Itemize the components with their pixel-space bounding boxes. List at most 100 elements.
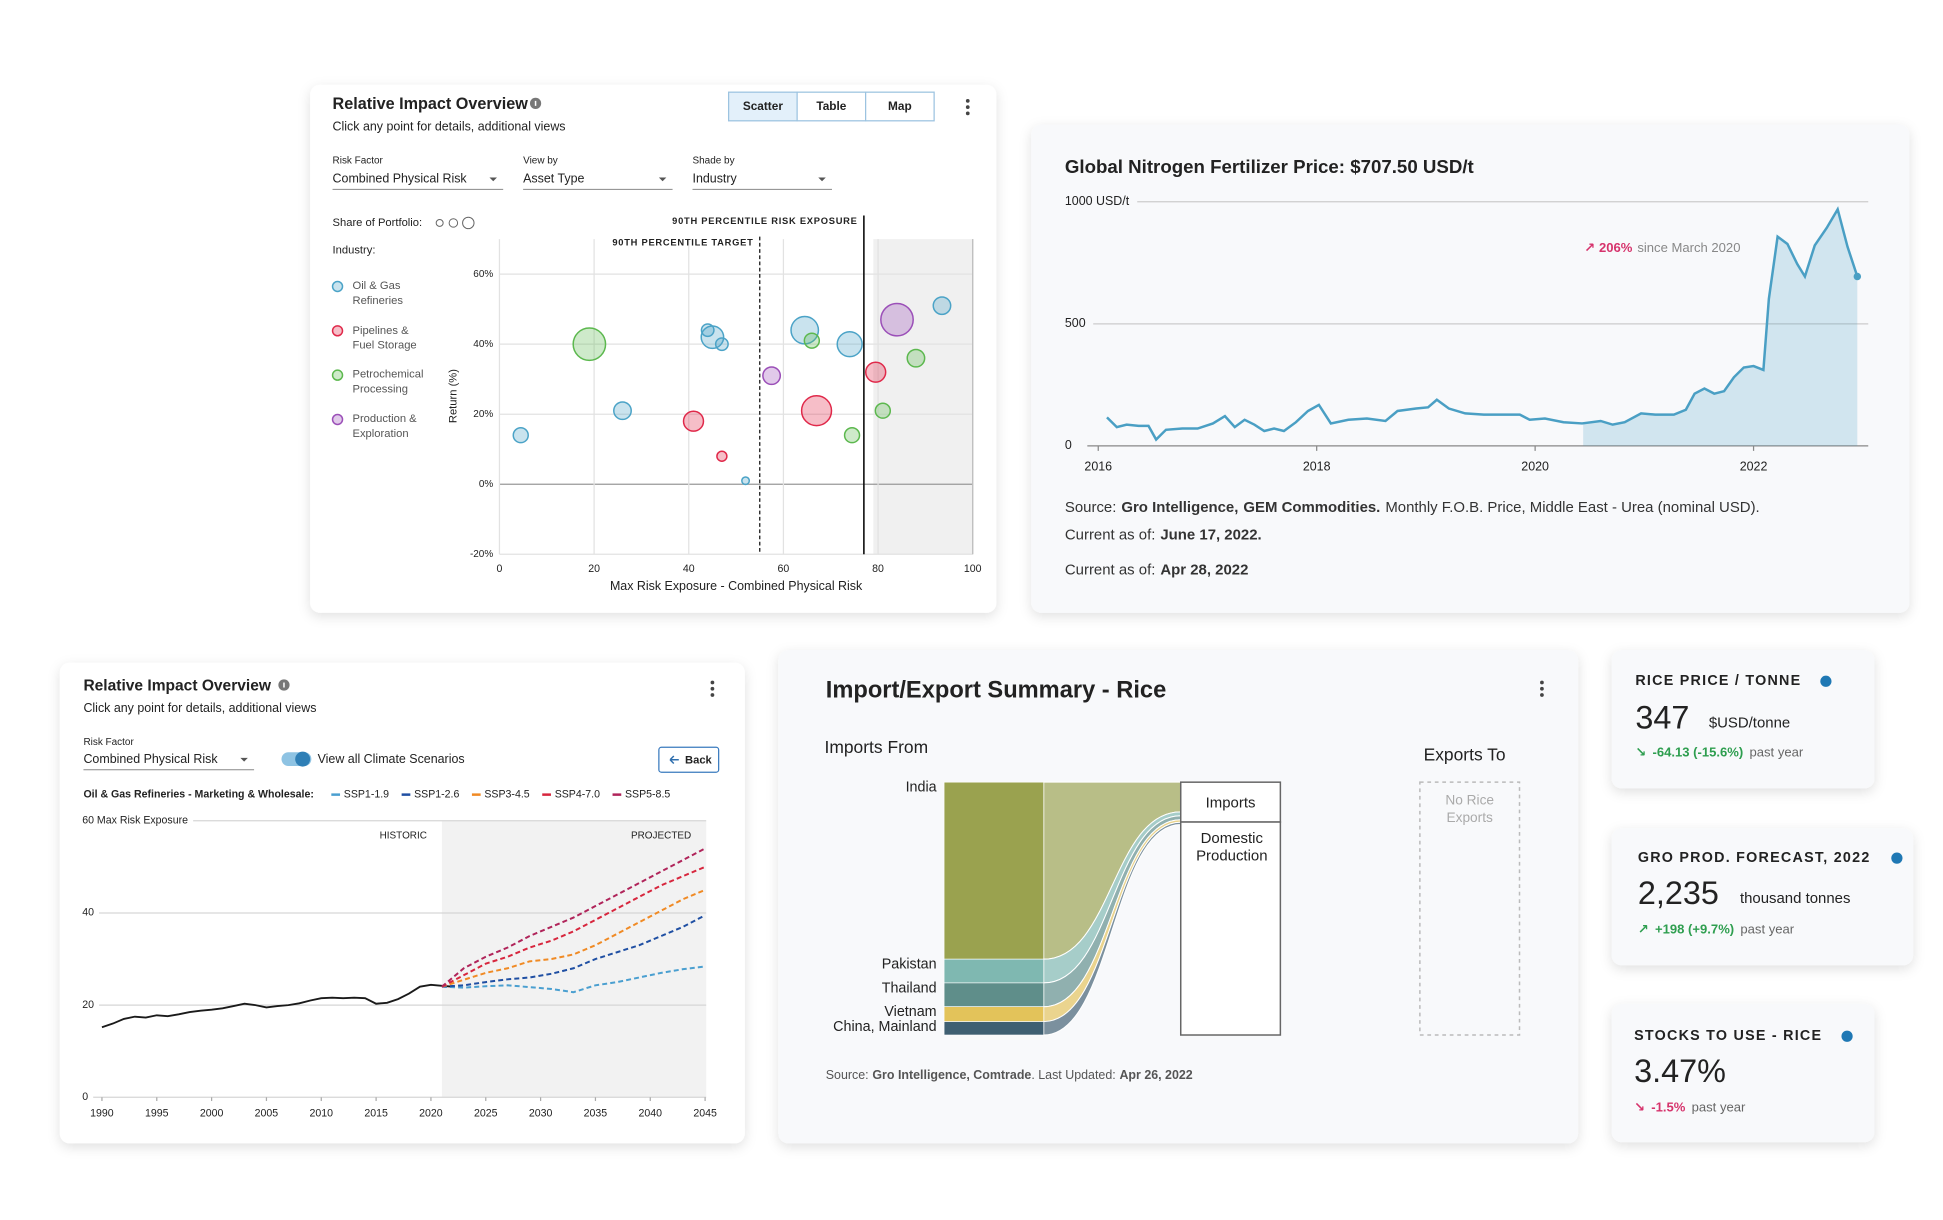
data-point[interactable]: [700, 323, 715, 338]
end-point: [1853, 272, 1862, 281]
menu-dot[interactable]: [965, 111, 970, 116]
sankey-node[interactable]: [943, 982, 1045, 1008]
y-tick-label: 40: [82, 907, 94, 919]
view-button[interactable]: [864, 91, 935, 122]
data-point[interactable]: [800, 395, 833, 427]
kpi-value: 347: [1635, 699, 1689, 735]
size-legend-circle: [462, 216, 475, 230]
x-tick-label: 2018: [1303, 459, 1331, 473]
size-legend-label: Share of Portfolio:: [333, 217, 423, 229]
menu-dot[interactable]: [710, 693, 715, 697]
kpi-unit: thousand tonnes: [1740, 890, 1850, 907]
y-tick-label: 20: [82, 999, 94, 1011]
view-button[interactable]: [796, 91, 867, 122]
data-point[interactable]: [906, 348, 926, 368]
data-point[interactable]: [836, 330, 863, 358]
legend-title: Oil & Gas Refineries - Marketing & Whole…: [83, 788, 313, 800]
view-button[interactable]: [727, 91, 798, 122]
x-tick-label: 100: [964, 563, 982, 575]
sankey-node[interactable]: [943, 1006, 1045, 1022]
data-point[interactable]: [682, 410, 705, 432]
menu-dot[interactable]: [1540, 693, 1544, 697]
menu-dot[interactable]: [1540, 686, 1544, 691]
legend-label-box: Oil & Gas Refineries: [352, 278, 403, 307]
y-tick-label: 0: [1065, 438, 1072, 452]
data-point[interactable]: [762, 366, 782, 386]
sankey-node[interactable]: [943, 958, 1045, 984]
legend-label: SSP1-1.9: [344, 788, 389, 800]
legend-label: Oil & Gas Refineries: [352, 278, 403, 307]
dropdown-caret[interactable]: [240, 757, 248, 762]
empty-label: No Rice Exports: [1445, 793, 1495, 826]
info-icon-mark: [534, 100, 537, 106]
toggle-label: View all Climate Scenarios: [318, 752, 465, 766]
target-label-box: Domestic Production: [1196, 830, 1267, 865]
region-label: PROJECTED: [631, 830, 691, 841]
source-note-part: Gro Intelligence,: [1121, 499, 1238, 516]
data-point[interactable]: [572, 327, 607, 362]
scenario-line: [441, 865, 706, 988]
kpi-change: ↗ +198 (+9.7%) past year: [1638, 922, 1795, 937]
source-label: India: [906, 780, 937, 796]
dropdown-caret[interactable]: [818, 177, 826, 182]
sankey-node[interactable]: [943, 781, 1045, 960]
kpi-change: ↘ -1.5% past year: [1634, 1100, 1746, 1115]
control-label: View by: [523, 155, 558, 166]
data-point[interactable]: [864, 361, 887, 383]
x-tick-label: 2020: [419, 1107, 443, 1119]
data-point[interactable]: [843, 426, 861, 444]
y-tick-label: 60 Max Risk Exposure: [82, 815, 188, 827]
kpi-delta: +198 (+9.7%): [1655, 922, 1734, 937]
source-label: Vietnam: [884, 1004, 936, 1020]
legend-marker: [331, 325, 344, 337]
data-point[interactable]: [613, 401, 632, 421]
legend-label: SSP5-8.5: [625, 788, 670, 800]
legend-marker: [331, 369, 344, 381]
dropdown-caret[interactable]: [489, 177, 497, 182]
x-tick-label: 2015: [364, 1107, 388, 1119]
legend-marker: [331, 413, 344, 426]
menu-dot[interactable]: [965, 99, 970, 103]
section-label: Exports To: [1424, 745, 1506, 765]
data-point[interactable]: [700, 325, 725, 350]
kpi-title: STOCKS TO USE - RICE: [1634, 1028, 1822, 1044]
source-note-part: Source:: [826, 1068, 869, 1082]
y-tick-label: 500: [1065, 316, 1086, 330]
menu-dot[interactable]: [710, 680, 715, 685]
menu-dot[interactable]: [1540, 680, 1544, 685]
toggle-knob[interactable]: [295, 751, 311, 767]
menu-dot[interactable]: [965, 105, 970, 109]
back-label: Back: [685, 754, 713, 766]
sankey-node[interactable]: [943, 1021, 1045, 1036]
kpi-change: ↘ -64.13 (-15.6%) past year: [1635, 745, 1804, 760]
control-label: Risk Factor: [83, 737, 134, 748]
kpi-title: RICE PRICE / TONNE: [1635, 673, 1801, 689]
kpi-arrow: ↘: [1634, 1100, 1645, 1115]
change-arrow: ↗: [1584, 241, 1595, 256]
source-note-part: Gro Intelligence, Comtrade: [872, 1068, 1031, 1082]
info-dot: [1820, 675, 1832, 687]
size-legend-circle: [435, 218, 444, 227]
back-button[interactable]: [658, 746, 720, 773]
data-point[interactable]: [714, 337, 729, 352]
data-point[interactable]: [932, 296, 952, 316]
control-label: Risk Factor: [333, 155, 384, 166]
dropdown-caret[interactable]: [658, 177, 667, 182]
data-point[interactable]: [741, 476, 751, 486]
menu-dot[interactable]: [710, 686, 715, 691]
data-point[interactable]: [874, 402, 892, 419]
data-point[interactable]: [803, 332, 821, 349]
exports-box: [1419, 781, 1521, 1036]
data-point[interactable]: [512, 426, 529, 444]
kpi-delta: -64.13 (-15.6%): [1653, 745, 1744, 760]
layout: Relative Impact Overview Click any point …: [59, 84, 1914, 1144]
x-tick-label: 20: [588, 563, 600, 575]
panel-subtitle: Click any point for details, additional …: [333, 119, 566, 133]
x-tick-label: 2010: [309, 1107, 333, 1119]
legend-label: SSP1-2.6: [414, 788, 459, 800]
data-point[interactable]: [880, 302, 914, 337]
data-point[interactable]: [716, 450, 728, 462]
current-note: Current as of: Apr 28, 2022: [1065, 561, 1249, 578]
